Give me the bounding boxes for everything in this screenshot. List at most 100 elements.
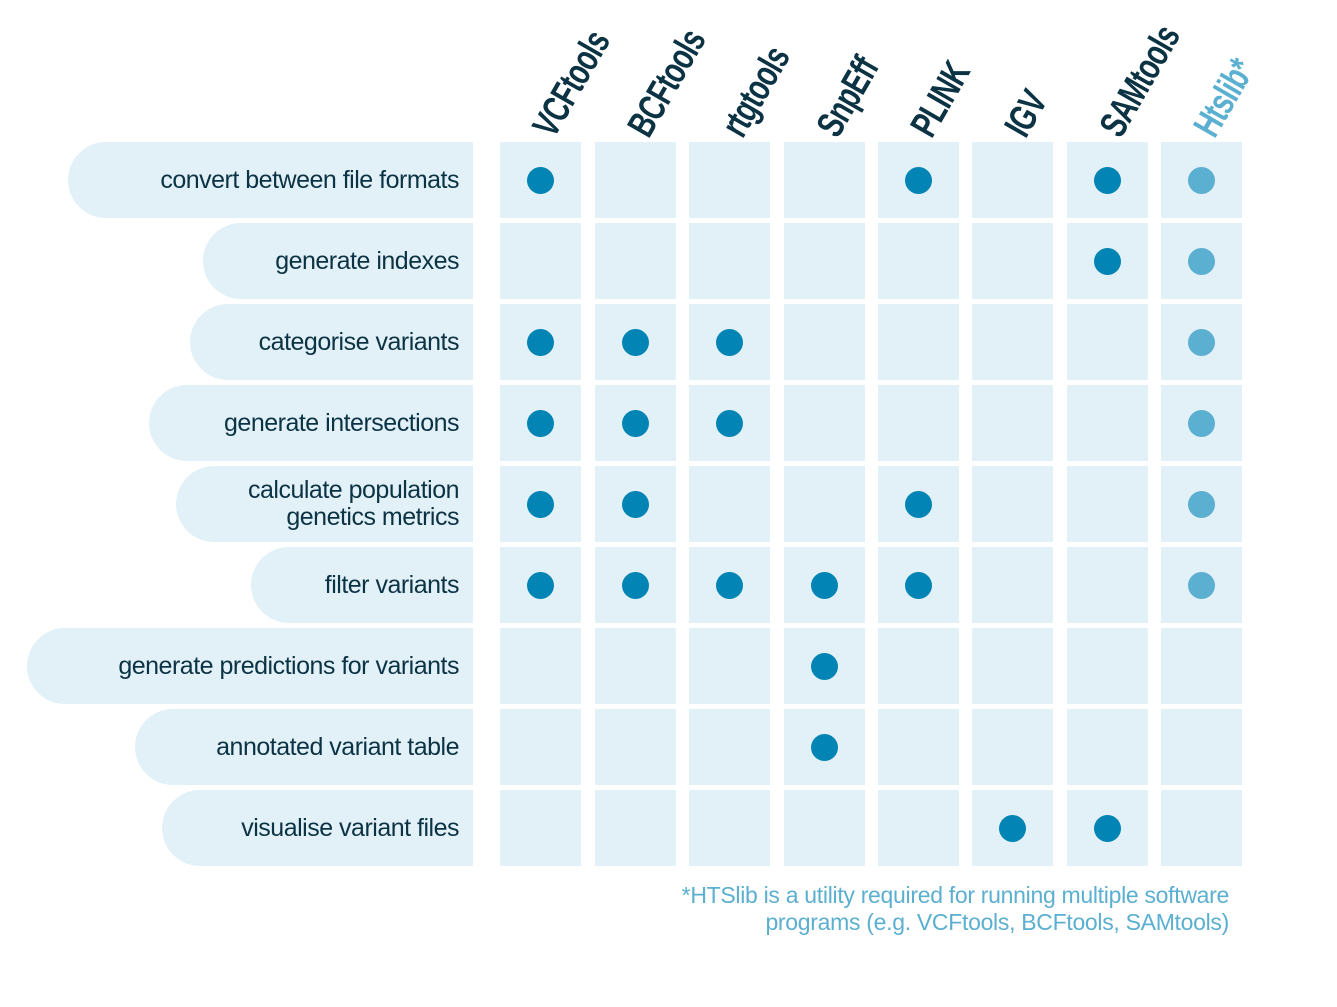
column-header-vcftools: VCFtools: [525, 23, 619, 145]
matrix-cell: [689, 223, 770, 299]
support-dot: [1188, 248, 1215, 275]
column-header-samtools: SAMtools: [1092, 18, 1189, 144]
support-dot: [999, 815, 1026, 842]
column-header-htslib: Htslib*: [1186, 52, 1264, 144]
matrix-cell: [878, 304, 959, 380]
matrix-cell: [878, 790, 959, 866]
support-dot: [622, 410, 649, 437]
support-dot: [1094, 248, 1121, 275]
matrix-cell: [784, 142, 865, 218]
matrix-cell: [1067, 466, 1148, 542]
row-label: generate indexes: [203, 223, 473, 299]
row-label: generate intersections: [149, 385, 473, 461]
support-dot: [527, 491, 554, 518]
support-dot: [1094, 815, 1121, 842]
matrix-cell: [972, 628, 1053, 704]
support-dot: [1188, 572, 1215, 599]
column-header-plink: PLINK: [903, 55, 979, 144]
matrix-cell: [595, 790, 676, 866]
matrix-cell: [784, 223, 865, 299]
matrix-cell: [500, 790, 581, 866]
row-label-text: visualise variant files: [241, 813, 459, 842]
row-label-text: calculate population genetics metrics: [248, 476, 460, 531]
support-dot: [1188, 167, 1215, 194]
matrix-cell: [972, 142, 1053, 218]
matrix-cell: [972, 304, 1053, 380]
matrix-cell: [595, 709, 676, 785]
column-header-rtgtools: rtgtools: [714, 39, 799, 145]
matrix-cell: [784, 466, 865, 542]
support-dot: [527, 167, 554, 194]
matrix-cell: [1067, 385, 1148, 461]
matrix-cell: [1161, 709, 1242, 785]
support-dot: [622, 491, 649, 518]
support-dot: [527, 572, 554, 599]
matrix-cell: [500, 628, 581, 704]
support-dot: [527, 329, 554, 356]
row-label: categorise variants: [190, 304, 473, 380]
row-label: annotated variant table: [135, 709, 473, 785]
support-dot: [811, 734, 838, 761]
row-label-text: generate predictions for variants: [118, 651, 459, 680]
footnote: *HTSlib is a utility required for runnin…: [529, 882, 1230, 936]
support-dot: [811, 572, 838, 599]
support-dot: [811, 653, 838, 680]
support-dot: [1094, 167, 1121, 194]
row-label: filter variants: [251, 547, 473, 623]
matrix-cell: [878, 385, 959, 461]
matrix-cell: [972, 709, 1053, 785]
support-dot: [622, 329, 649, 356]
support-dot: [622, 572, 649, 599]
matrix-cell: [1161, 790, 1242, 866]
matrix-cell: [689, 142, 770, 218]
matrix-cell: [878, 628, 959, 704]
row-label: calculate population genetics metrics: [176, 466, 473, 542]
matrix-cell: [689, 709, 770, 785]
matrix-cell: [784, 385, 865, 461]
row-label-text: filter variants: [324, 570, 460, 599]
row-label-text: categorise variants: [258, 327, 460, 356]
matrix-cell: [972, 466, 1053, 542]
column-header-igv: IGV: [997, 84, 1056, 144]
column-header-snpeff: SnpEff: [809, 50, 888, 144]
matrix-cell: [500, 223, 581, 299]
support-dot: [1188, 410, 1215, 437]
matrix-cell: [972, 547, 1053, 623]
matrix-cell: [1161, 628, 1242, 704]
row-label: convert between file formats: [68, 142, 473, 218]
row-label: generate predictions for variants: [27, 628, 473, 704]
footnote-line-2: programs (e.g. VCFtools, BCFtools, SAMto…: [765, 909, 1229, 935]
matrix-cell: [689, 790, 770, 866]
support-dot: [716, 410, 743, 437]
matrix-cell: [878, 709, 959, 785]
support-dot: [905, 167, 932, 194]
matrix-cell: [972, 223, 1053, 299]
support-dot: [716, 329, 743, 356]
row-label-text: generate intersections: [224, 408, 459, 437]
matrix-cell: [1067, 709, 1148, 785]
matrix-cell: [784, 304, 865, 380]
matrix-cell: [595, 142, 676, 218]
row-label-text: convert between file formats: [160, 165, 459, 194]
support-dot: [716, 572, 743, 599]
matrix-cell: [689, 628, 770, 704]
matrix-cell: [784, 790, 865, 866]
row-label: visualise variant files: [162, 790, 473, 866]
support-dot: [905, 572, 932, 599]
matrix-cell: [595, 628, 676, 704]
footnote-line-1: *HTSlib is a utility required for runnin…: [681, 882, 1230, 908]
matrix-cell: [500, 709, 581, 785]
matrix-cell: [689, 466, 770, 542]
matrix-cell: [595, 223, 676, 299]
matrix-cell: [972, 385, 1053, 461]
support-dot: [905, 491, 932, 518]
matrix-cell: [1067, 628, 1148, 704]
matrix-cell: [1067, 304, 1148, 380]
row-label-text: annotated variant table: [216, 732, 459, 761]
row-label-text: generate indexes: [275, 246, 459, 275]
support-dot: [527, 410, 554, 437]
support-dot: [1188, 329, 1215, 356]
column-header-bcftools: BCFtools: [620, 22, 715, 144]
support-dot: [1188, 491, 1215, 518]
